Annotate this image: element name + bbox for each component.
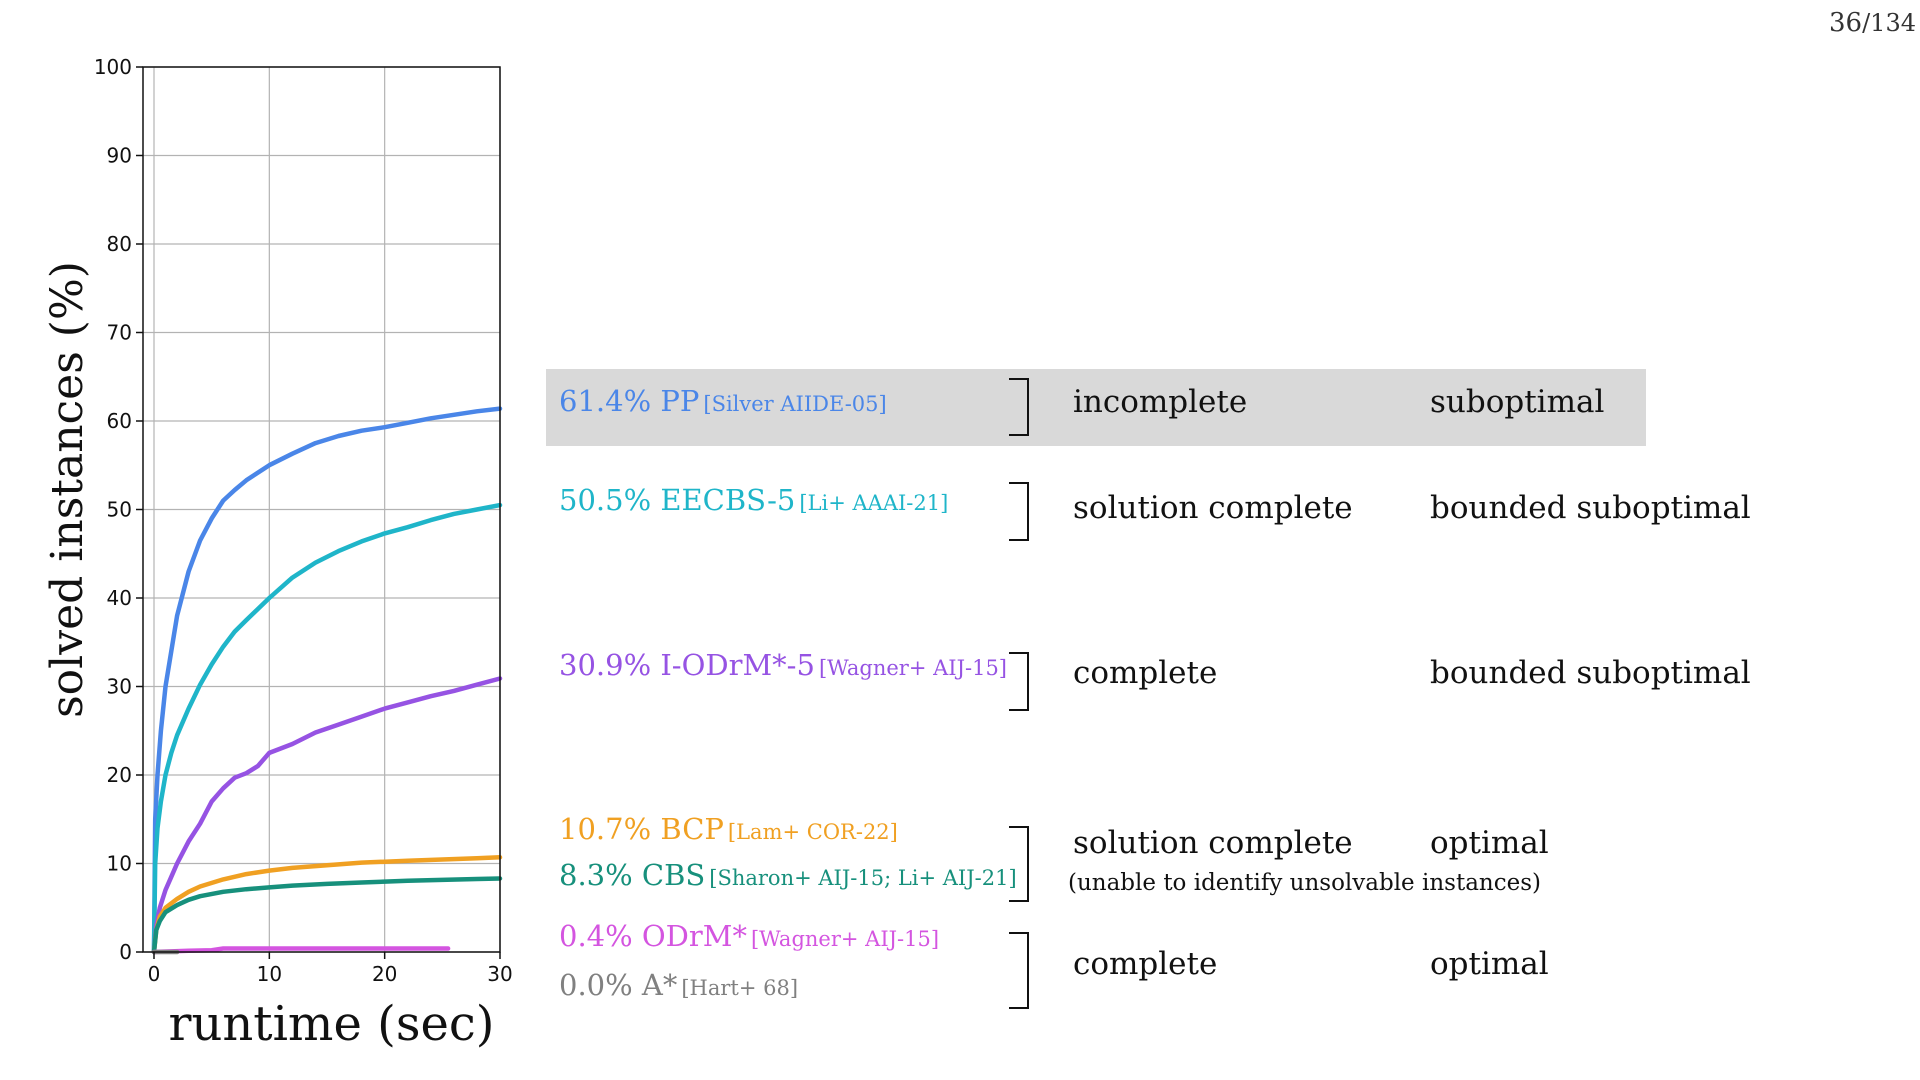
series-line-cbs [151, 876, 503, 955]
y-tick-label: 10 [107, 852, 132, 876]
y-tick-label: 30 [107, 675, 132, 699]
method-row-odrm: 0.4% ODrM* [Wagner+ AIJ-15] [559, 919, 939, 953]
method-name: 61.4% PP [559, 384, 700, 418]
x-tick-label: 30 [487, 962, 512, 986]
series-line-pp [151, 406, 503, 955]
x-tick-label: 0 [148, 962, 161, 986]
method-name: 10.7% BCP [559, 812, 724, 846]
method-citation: [Lam+ COR-22] [727, 820, 898, 844]
method-name: 0.4% ODrM* [559, 919, 747, 953]
optimality-label: suboptimal [1430, 384, 1605, 420]
page-current: 36 [1829, 8, 1863, 38]
method-name: 50.5% EECBS-5 [559, 483, 796, 517]
method-row-cbs: 8.3% CBS [Sharon+ AIJ-15; Li+ AIJ-21] [559, 858, 1017, 892]
y-tick-label: 40 [107, 586, 132, 610]
completeness-label: solution complete [1073, 825, 1353, 861]
y-tick-label: 100 [94, 55, 132, 79]
method-citation: [Li+ AAAI-21] [799, 491, 949, 515]
series-line-i-odrm-5 [151, 676, 503, 955]
completeness-label: solution complete [1073, 490, 1353, 526]
y-tick-label: 70 [107, 321, 132, 345]
optimality-label: bounded suboptimal [1430, 655, 1751, 691]
method-row-pp: 61.4% PP [Silver AIIDE-05] [559, 384, 887, 418]
optimality-label: bounded suboptimal [1430, 490, 1751, 526]
completeness-label: complete [1073, 655, 1218, 691]
x-axis-label: runtime (sec) [169, 996, 495, 1052]
group-bracket [1009, 482, 1029, 541]
page-total: /134 [1862, 9, 1916, 37]
method-name: 0.0% A* [559, 968, 678, 1002]
group-bracket [1009, 932, 1029, 1009]
pp-highlight-band [546, 369, 1646, 446]
y-tick-label: 80 [107, 232, 132, 256]
method-citation: [Wagner+ AIJ-15] [750, 927, 940, 951]
optimality-label: optimal [1430, 825, 1549, 861]
y-tick-label: 50 [107, 498, 132, 522]
completeness-label: complete [1073, 946, 1218, 982]
completeness-label: incomplete [1073, 384, 1248, 420]
y-tick-label: 0 [119, 940, 132, 964]
solution-complete-note: (unable to identify unsolvable instances… [1068, 870, 1541, 896]
method-citation: [Silver AIIDE-05] [703, 392, 887, 416]
y-tick-label: 20 [107, 763, 132, 787]
group-bracket [1009, 378, 1029, 436]
series-line-odrm [151, 946, 451, 955]
method-citation: [Sharon+ AIJ-15; Li+ AIJ-21] [709, 866, 1017, 890]
group-bracket [1009, 652, 1029, 711]
method-citation: [Hart+ 68] [681, 976, 799, 1000]
page-number: 36/134 [1829, 8, 1916, 38]
method-citation: [Wagner+ AIJ-15] [818, 656, 1008, 680]
method-row-bcp: 10.7% BCP [Lam+ COR-22] [559, 812, 898, 846]
y-tick-label: 60 [107, 409, 132, 433]
x-tick-label: 20 [372, 962, 397, 986]
method-row-astar: 0.0% A* [Hart+ 68] [559, 968, 798, 1002]
x-tick-label: 10 [257, 962, 282, 986]
series-line-bcp [151, 855, 503, 955]
method-row-iodrm: 30.9% I-ODrM*-5 [Wagner+ AIJ-15] [559, 648, 1007, 682]
method-name: 30.9% I-ODrM*-5 [559, 648, 815, 682]
y-axis-label: solved instances (%) [42, 261, 93, 718]
solved-instances-chart: 0 10 20 30 0 10 20 30 40 50 60 70 80 90 100 runtime (s… [42, 55, 513, 1052]
method-name: 8.3% CBS [559, 858, 706, 892]
optimality-label: optimal [1430, 946, 1549, 982]
group-bracket [1009, 826, 1029, 902]
method-row-eecbs: 50.5% EECBS-5 [Li+ AAAI-21] [559, 483, 948, 517]
y-tick-label: 90 [107, 144, 132, 168]
series-line-eecbs-5 [151, 502, 503, 955]
